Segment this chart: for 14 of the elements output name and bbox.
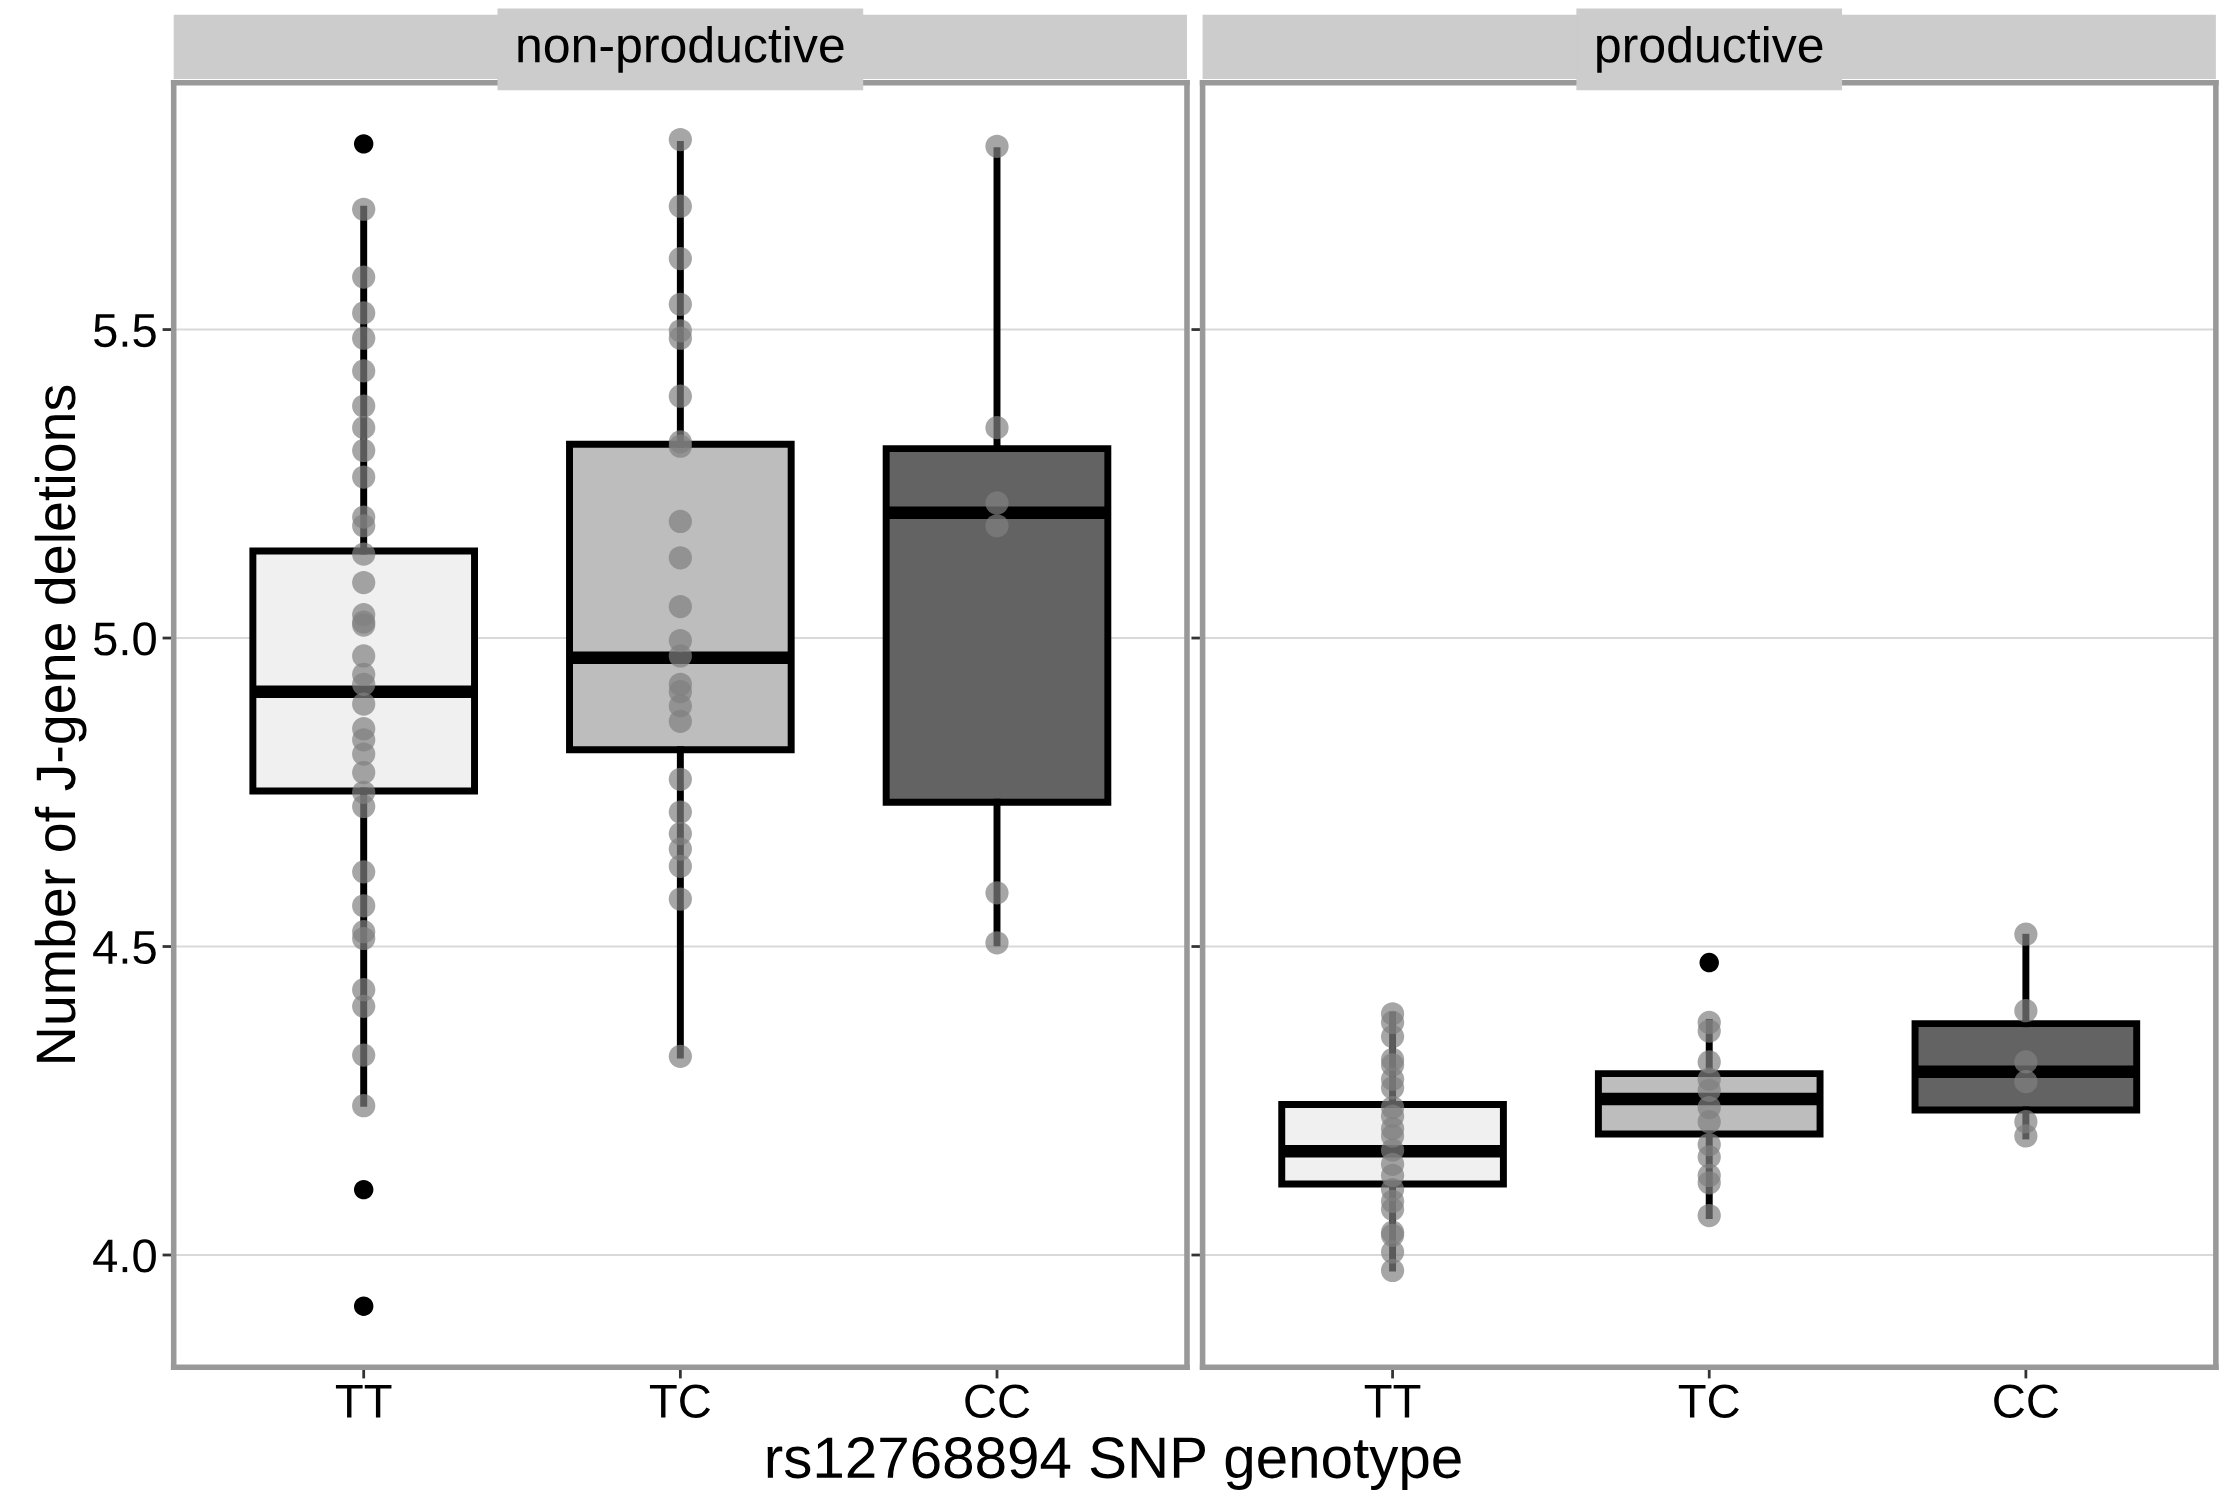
y-tick-label: 5.0 [93,622,156,656]
chart-title: productive [1597,26,1823,73]
x-tick-label: CC [965,1384,1030,1418]
y-axis-title: Number of J-gene deletions [34,385,87,1062]
x-tick-label: TC [649,1384,711,1418]
x-tick-label: TT [335,1385,392,1418]
x-tick-label: TC [1678,1384,1739,1418]
y-tick-label: 4.0 [93,1239,156,1273]
x-axis-title: rs12768894 SNP genotype [767,1437,1461,1490]
y-tick-label: 5.5 [93,314,156,348]
chart-title: non-productive [518,26,844,73]
y-tick-label: 4.5 [93,931,156,965]
x-tick-label: TT [1364,1385,1421,1418]
x-tick-label: CC [1994,1384,2059,1418]
